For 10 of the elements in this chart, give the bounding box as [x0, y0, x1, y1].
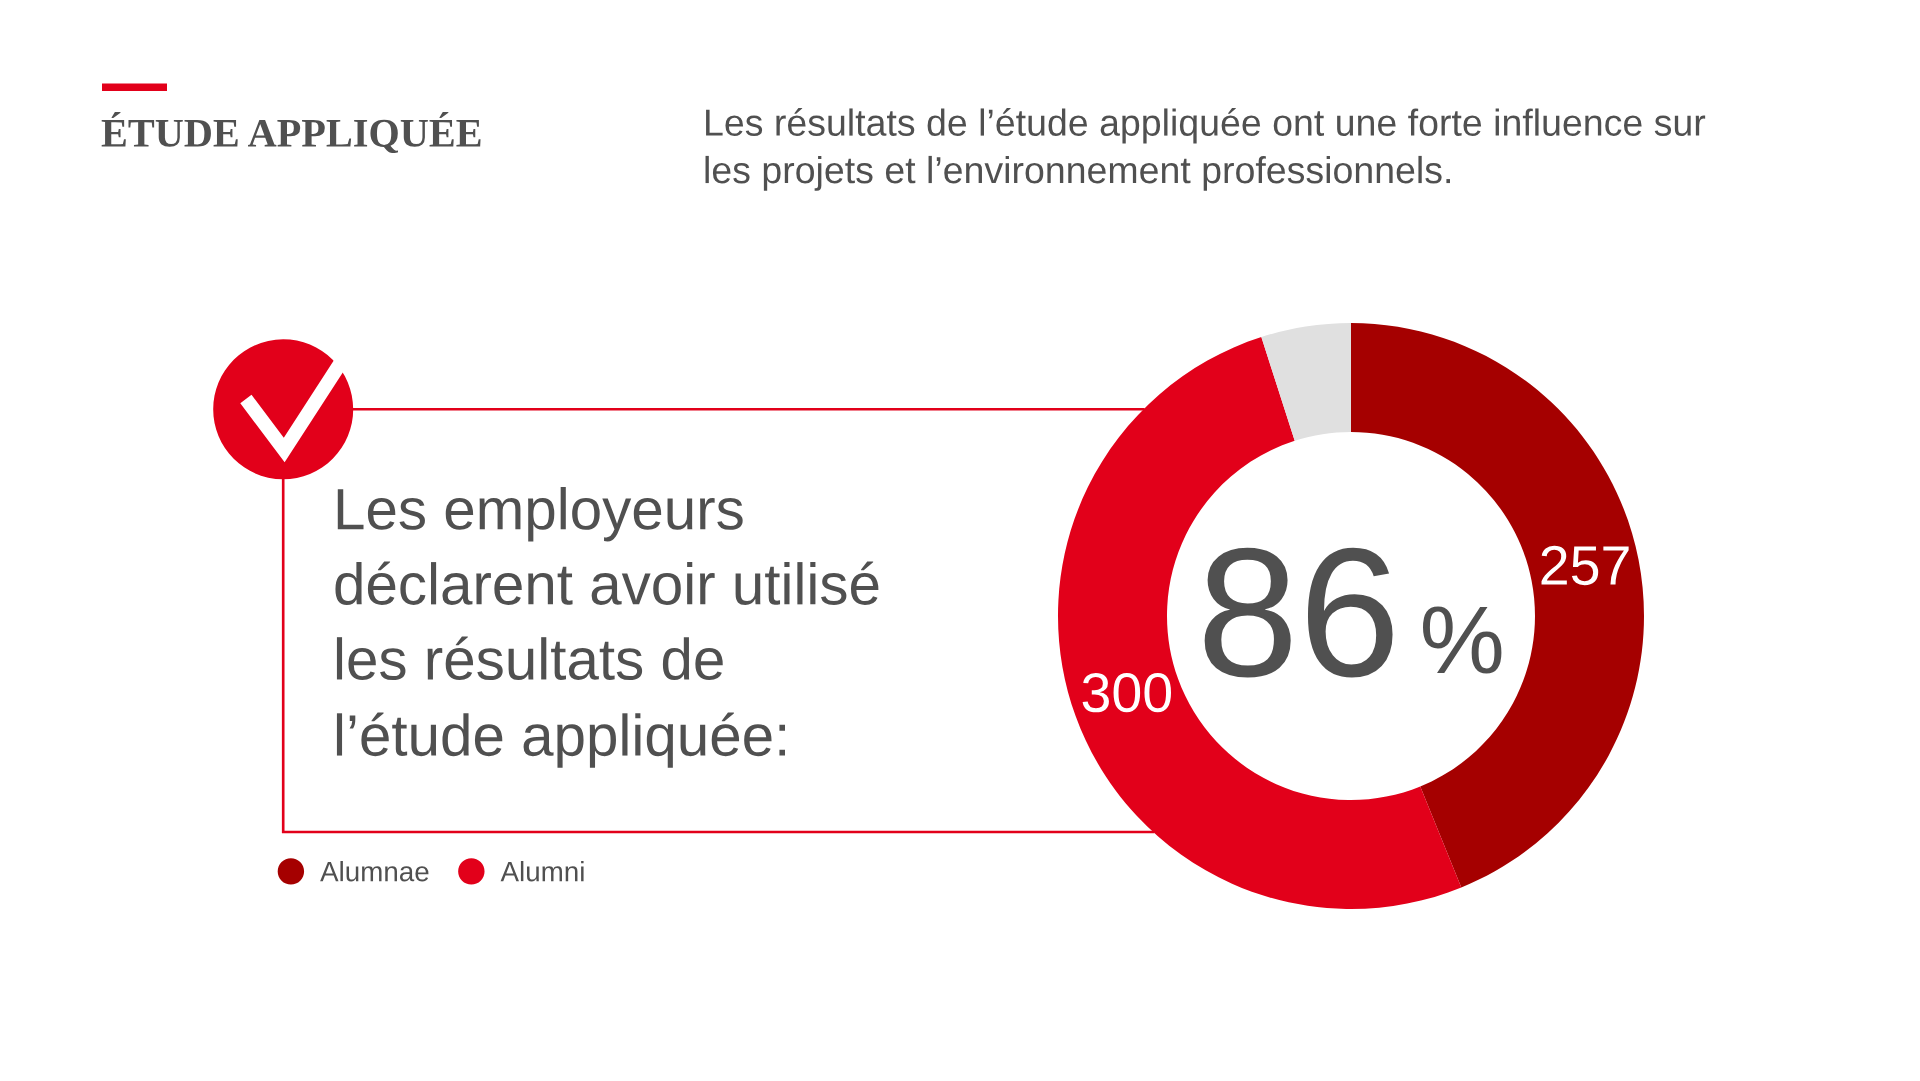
donut-slice — [1261, 323, 1351, 441]
text: Les employeurs déclarent avoir utilisé les résultats de l’étude appliquée: — [335, 487, 879, 768]
legend-label: Alumnae — [320, 861, 429, 882]
data-label: 257 — [1541, 545, 1629, 586]
legend-label: Alumni — [500, 861, 584, 882]
chart-title: ÉTUDE APPLIQUÉE — [101, 112, 481, 154]
text: % — [1423, 606, 1502, 674]
chart-subtitle: Les résultats de l’étude appliquée ont une forte influence sur les projets et l’environnement professionnels. — [705, 108, 1706, 191]
data-label: 300 — [1082, 673, 1172, 713]
text: 86 — [1204, 547, 1393, 678]
